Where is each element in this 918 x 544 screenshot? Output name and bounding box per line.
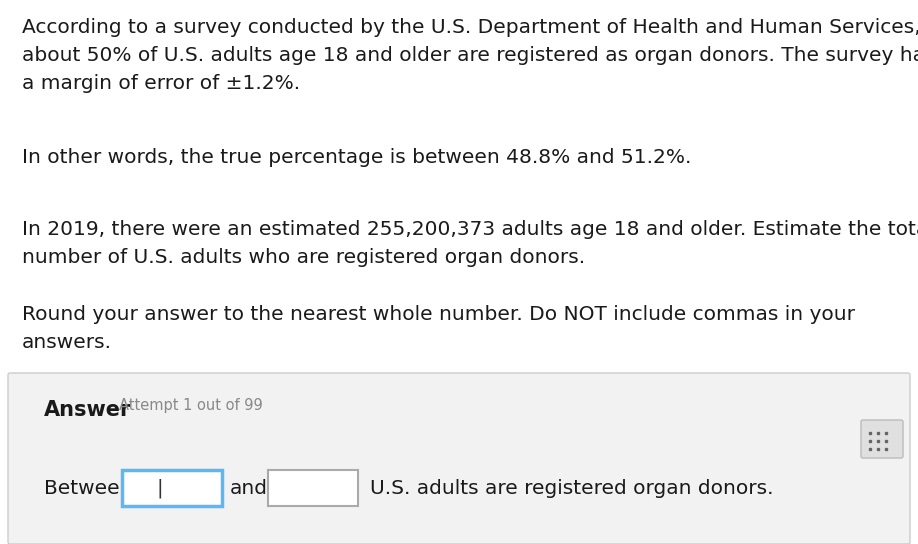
Text: Between: Between [44,479,132,498]
Text: Answer: Answer [44,400,131,420]
Text: In 2019, there were an estimated 255,200,373 adults age 18 and older. Estimate t: In 2019, there were an estimated 255,200… [22,220,918,267]
Text: and: and [230,479,268,498]
Text: Round your answer to the nearest whole number. Do NOT include commas in your
ans: Round your answer to the nearest whole n… [22,305,855,352]
Text: |: | [157,478,163,498]
Text: In other words, the true percentage is between 48.8% and 51.2%.: In other words, the true percentage is b… [22,148,691,167]
Text: According to a survey conducted by the U.S. Department of Health and Human Servi: According to a survey conducted by the U… [22,18,918,93]
Text: Attempt 1 out of 99: Attempt 1 out of 99 [119,398,263,413]
FancyBboxPatch shape [122,470,222,506]
FancyBboxPatch shape [8,373,910,544]
FancyBboxPatch shape [861,420,903,458]
Text: U.S. adults are registered organ donors.: U.S. adults are registered organ donors. [370,479,774,498]
FancyBboxPatch shape [268,470,358,506]
